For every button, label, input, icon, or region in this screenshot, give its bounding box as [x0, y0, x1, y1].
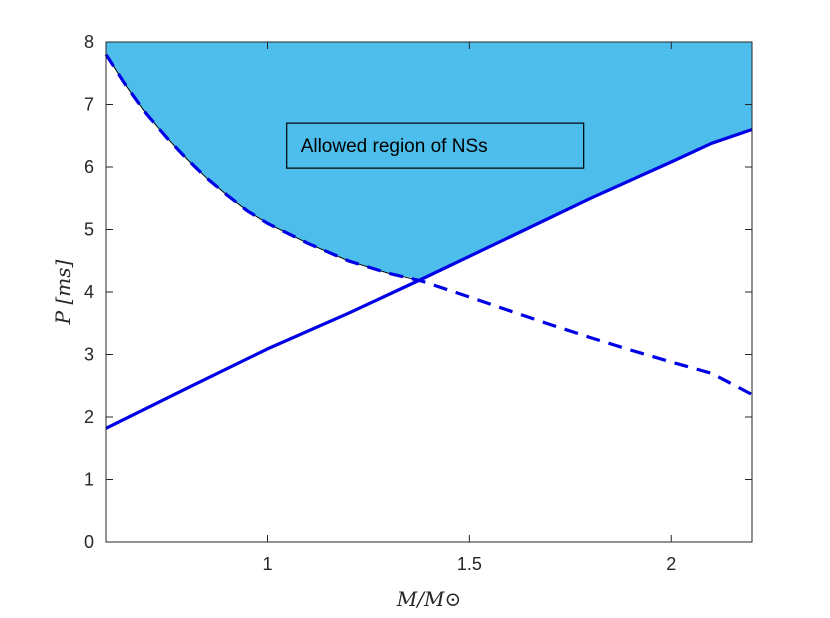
y-tick-label: 5 — [84, 220, 94, 240]
x-tick-label: 2 — [666, 554, 676, 574]
y-tick-label: 0 — [84, 532, 94, 552]
y-tick-label: 3 — [84, 345, 94, 365]
annotation-text: Allowed region of NSs — [301, 136, 488, 157]
dashed-curve — [104, 53, 753, 396]
y-tick-label: 7 — [84, 95, 94, 115]
annotation-box — [286, 122, 585, 169]
y-tick-label: 6 — [84, 157, 94, 177]
x-tick-label: 1.5 — [457, 554, 482, 574]
x-tick-label: 1 — [262, 554, 272, 574]
y-tick-label: 4 — [84, 282, 94, 302]
y-tick-label: 2 — [84, 407, 94, 427]
allowed-region-fill — [106, 42, 752, 280]
y-axis-label: P [ms] — [51, 259, 75, 325]
y-tick-label: 1 — [84, 470, 94, 490]
y-tick-label: 8 — [84, 32, 94, 52]
x-axis-label: M/M⊙ — [396, 587, 461, 611]
solid-curve — [105, 127, 753, 430]
